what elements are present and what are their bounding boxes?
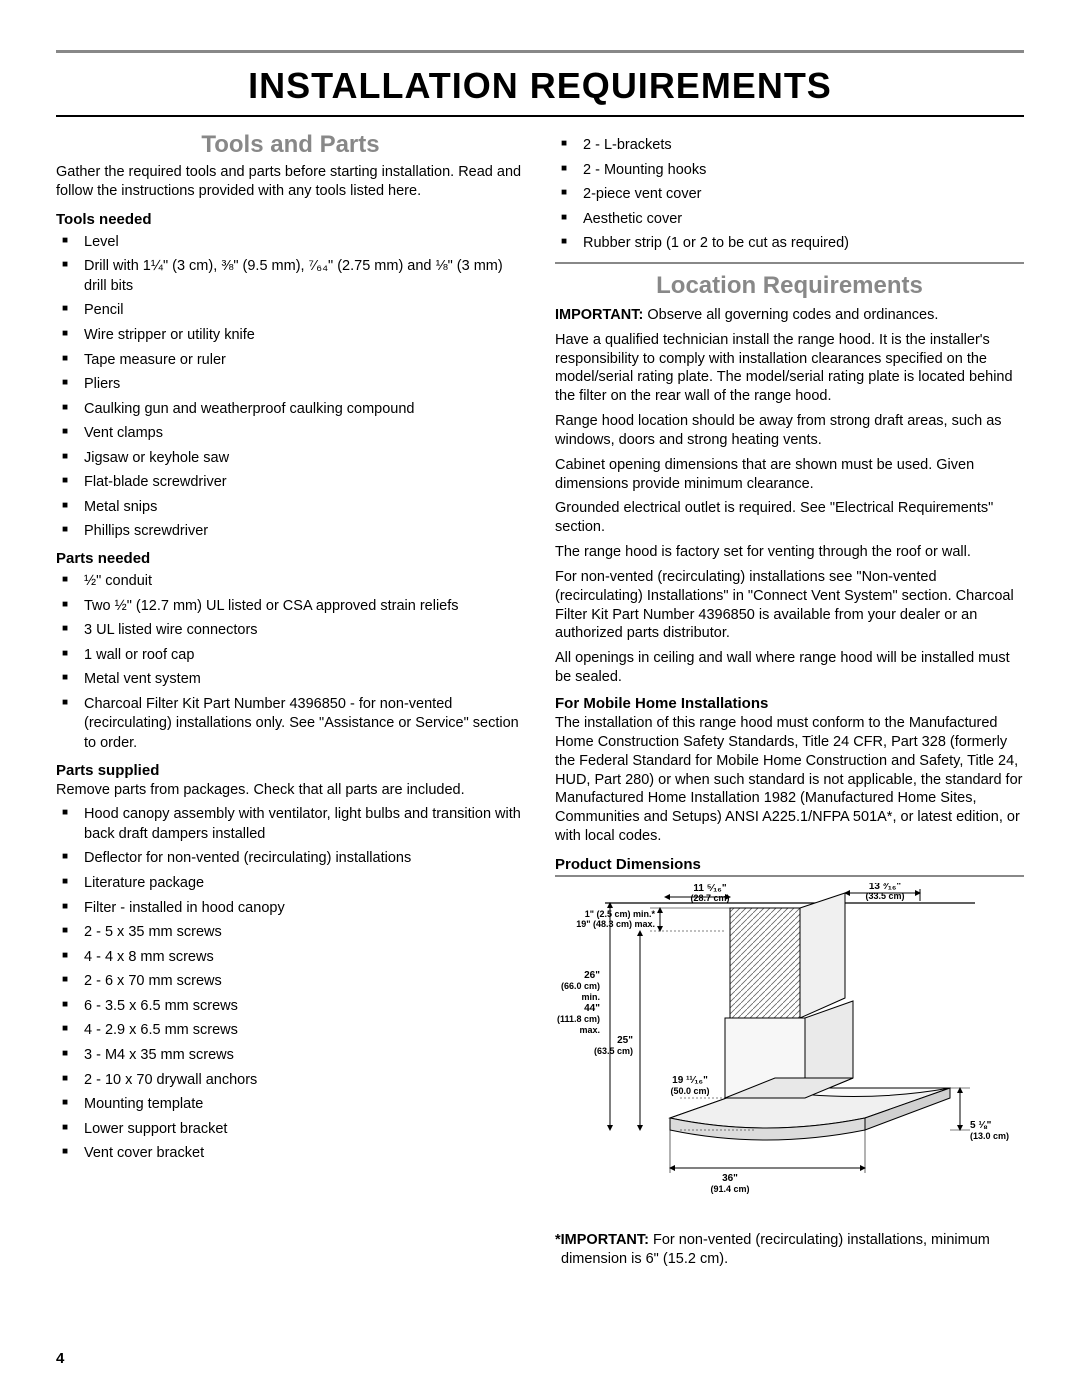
list-item: Aesthetic cover (555, 210, 1024, 230)
page-title: INSTALLATION REQUIREMENTS (56, 65, 1024, 107)
mobile-home-text: The installation of this range hood must… (555, 714, 1024, 846)
dimensions-footnote: *IMPORTANT: For non-vented (recirculatin… (555, 1231, 1024, 1269)
list-item: Pliers (56, 375, 525, 395)
dim-label: (28.7 cm) (690, 893, 729, 903)
product-dimensions-diagram: 11 ⁵⁄₁₆" (28.7 cm) 13 ³⁄₁₆" (33.5 cm) 1"… (555, 883, 1024, 1223)
right-column: 2 - L-brackets 2 - Mounting hooks 2-piec… (555, 131, 1024, 1269)
dim-label: 36" (722, 1173, 738, 1184)
location-para: Range hood location should be away from … (555, 412, 1024, 450)
list-item: Rubber strip (1 or 2 to be cut as requir… (555, 234, 1024, 254)
dim-label: (63.5 cm) (594, 1046, 633, 1056)
left-column: Tools and Parts Gather the required tool… (56, 131, 525, 1269)
list-item: Deflector for non-vented (recirculating)… (56, 849, 525, 869)
dim-label: (91.4 cm) (710, 1184, 749, 1194)
dim-label: 19 ¹¹⁄₁₆" (672, 1075, 708, 1086)
list-item: 1 wall or roof cap (56, 646, 525, 666)
content-columns: Tools and Parts Gather the required tool… (56, 131, 1024, 1269)
list-item: Phillips screwdriver (56, 522, 525, 542)
dim-label: 25" (617, 1035, 633, 1046)
list-item: Lower support bracket (56, 1120, 525, 1140)
list-item: 2-piece vent cover (555, 185, 1024, 205)
list-item: Charcoal Filter Kit Part Number 4396850 … (56, 695, 525, 754)
dim-label: 26" (584, 970, 600, 981)
list-item: Pencil (56, 301, 525, 321)
location-para: The range hood is factory set for ventin… (555, 543, 1024, 562)
dim-label: min. (581, 992, 600, 1002)
list-item: Drill with 1¼" (3 cm), ⅜" (9.5 mm), ⁷⁄₆₄… (56, 257, 525, 296)
dim-label: 44" (584, 1003, 600, 1014)
important-text: Observe all governing codes and ordinanc… (643, 307, 938, 323)
tools-parts-intro: Gather the required tools and parts befo… (56, 163, 525, 201)
dim-label: 1" (2.5 cm) min.* (585, 909, 656, 919)
parts-needed-label: Parts needed (56, 550, 525, 567)
list-item: 3 - M4 x 35 mm screws (56, 1046, 525, 1066)
location-important: IMPORTANT: Observe all governing codes a… (555, 306, 1024, 325)
location-heading: Location Requirements (555, 272, 1024, 300)
list-item: Tape measure or ruler (56, 351, 525, 371)
list-item: 2 - 5 x 35 mm screws (56, 923, 525, 943)
product-dimensions-label: Product Dimensions (555, 856, 1024, 877)
list-item: ½" conduit (56, 572, 525, 592)
list-item: Caulking gun and weatherproof caulking c… (56, 400, 525, 420)
list-item: 3 UL listed wire connectors (56, 621, 525, 641)
dim-label: 19" (48.3 cm) max. (576, 919, 655, 929)
list-item: 2 - 10 x 70 drywall anchors (56, 1071, 525, 1091)
parts-supplied-intro: Remove parts from packages. Check that a… (56, 781, 525, 800)
location-para: All openings in ceiling and wall where r… (555, 649, 1024, 687)
list-item: Metal snips (56, 498, 525, 518)
list-item: 2 - L-brackets (555, 136, 1024, 156)
list-item: Vent cover bracket (56, 1144, 525, 1164)
dim-label: (33.5 cm) (865, 891, 904, 901)
list-item: 2 - 6 x 70 mm screws (56, 972, 525, 992)
list-item: Wire stripper or utility knife (56, 326, 525, 346)
section-divider (555, 262, 1024, 264)
list-item: Flat-blade screwdriver (56, 473, 525, 493)
parts-supplied-list: Hood canopy assembly with ventilator, li… (56, 805, 525, 1163)
dim-label: (66.0 cm) (561, 981, 600, 991)
title-underline (56, 115, 1024, 117)
list-item: Hood canopy assembly with ventilator, li… (56, 805, 525, 844)
dim-label: 5 ⅛" (970, 1120, 992, 1131)
important-label: IMPORTANT: (555, 307, 643, 323)
location-para: For non-vented (recirculating) installat… (555, 568, 1024, 643)
parts-needed-list: ½" conduit Two ½" (12.7 mm) UL listed or… (56, 572, 525, 754)
parts-supplied-label: Parts supplied (56, 762, 525, 779)
top-rule (56, 50, 1024, 53)
list-item: Jigsaw or keyhole saw (56, 449, 525, 469)
list-item: Metal vent system (56, 670, 525, 690)
list-item: Literature package (56, 874, 525, 894)
list-item: 4 - 4 x 8 mm screws (56, 948, 525, 968)
list-item: 2 - Mounting hooks (555, 161, 1024, 181)
list-item: Level (56, 233, 525, 253)
tools-needed-list: Level Drill with 1¼" (3 cm), ⅜" (9.5 mm)… (56, 233, 525, 542)
list-item: 4 - 2.9 x 6.5 mm screws (56, 1021, 525, 1041)
list-item: Mounting template (56, 1095, 525, 1115)
list-item: 6 - 3.5 x 6.5 mm screws (56, 997, 525, 1017)
dim-label: (111.8 cm) (557, 1014, 600, 1024)
tools-needed-label: Tools needed (56, 211, 525, 228)
location-para: Cabinet opening dimensions that are show… (555, 456, 1024, 494)
footnote-bold: *IMPORTANT: (555, 1232, 649, 1248)
list-item: Vent clamps (56, 424, 525, 444)
parts-supplied-continued: 2 - L-brackets 2 - Mounting hooks 2-piec… (555, 136, 1024, 254)
list-item: Two ½" (12.7 mm) UL listed or CSA approv… (56, 597, 525, 617)
tools-parts-heading: Tools and Parts (56, 131, 525, 159)
mobile-home-label: For Mobile Home Installations (555, 695, 1024, 712)
dim-label: (50.0 cm) (670, 1086, 709, 1096)
dim-label: (13.0 cm) (970, 1131, 1009, 1141)
list-item: Filter - installed in hood canopy (56, 899, 525, 919)
page-number: 4 (56, 1350, 64, 1367)
location-para: Grounded electrical outlet is required. … (555, 499, 1024, 537)
dim-label: max. (579, 1025, 600, 1035)
location-para: Have a qualified technician install the … (555, 331, 1024, 406)
